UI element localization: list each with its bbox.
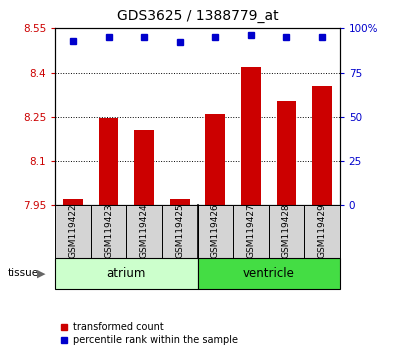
Bar bbox=[198, 258, 340, 289]
Bar bbox=[198, 205, 233, 258]
Text: GSM119422: GSM119422 bbox=[69, 204, 77, 258]
Bar bbox=[276, 101, 296, 205]
Text: GSM119424: GSM119424 bbox=[140, 204, 149, 258]
Bar bbox=[63, 199, 83, 205]
Bar bbox=[99, 118, 118, 205]
Text: GSM119428: GSM119428 bbox=[282, 204, 291, 258]
Bar bbox=[233, 205, 269, 258]
Bar bbox=[162, 205, 198, 258]
Bar bbox=[134, 130, 154, 205]
Text: GSM119426: GSM119426 bbox=[211, 204, 220, 258]
Bar bbox=[269, 205, 304, 258]
Bar bbox=[126, 205, 162, 258]
Bar bbox=[241, 67, 261, 205]
Text: GSM119423: GSM119423 bbox=[104, 204, 113, 258]
Text: tissue: tissue bbox=[8, 268, 39, 278]
Text: atrium: atrium bbox=[107, 267, 146, 280]
Text: ▶: ▶ bbox=[37, 268, 46, 278]
Text: GSM119425: GSM119425 bbox=[175, 204, 184, 258]
Bar bbox=[304, 205, 340, 258]
Bar bbox=[205, 114, 225, 205]
Bar bbox=[312, 86, 332, 205]
Text: GSM119427: GSM119427 bbox=[246, 204, 255, 258]
Legend: transformed count, percentile rank within the sample: transformed count, percentile rank withi… bbox=[56, 319, 242, 349]
Bar bbox=[91, 205, 126, 258]
Bar bbox=[55, 258, 198, 289]
Text: ventricle: ventricle bbox=[243, 267, 295, 280]
Bar bbox=[55, 205, 91, 258]
Text: GDS3625 / 1388779_at: GDS3625 / 1388779_at bbox=[117, 9, 278, 23]
Bar bbox=[170, 199, 190, 205]
Text: GSM119429: GSM119429 bbox=[318, 204, 326, 258]
